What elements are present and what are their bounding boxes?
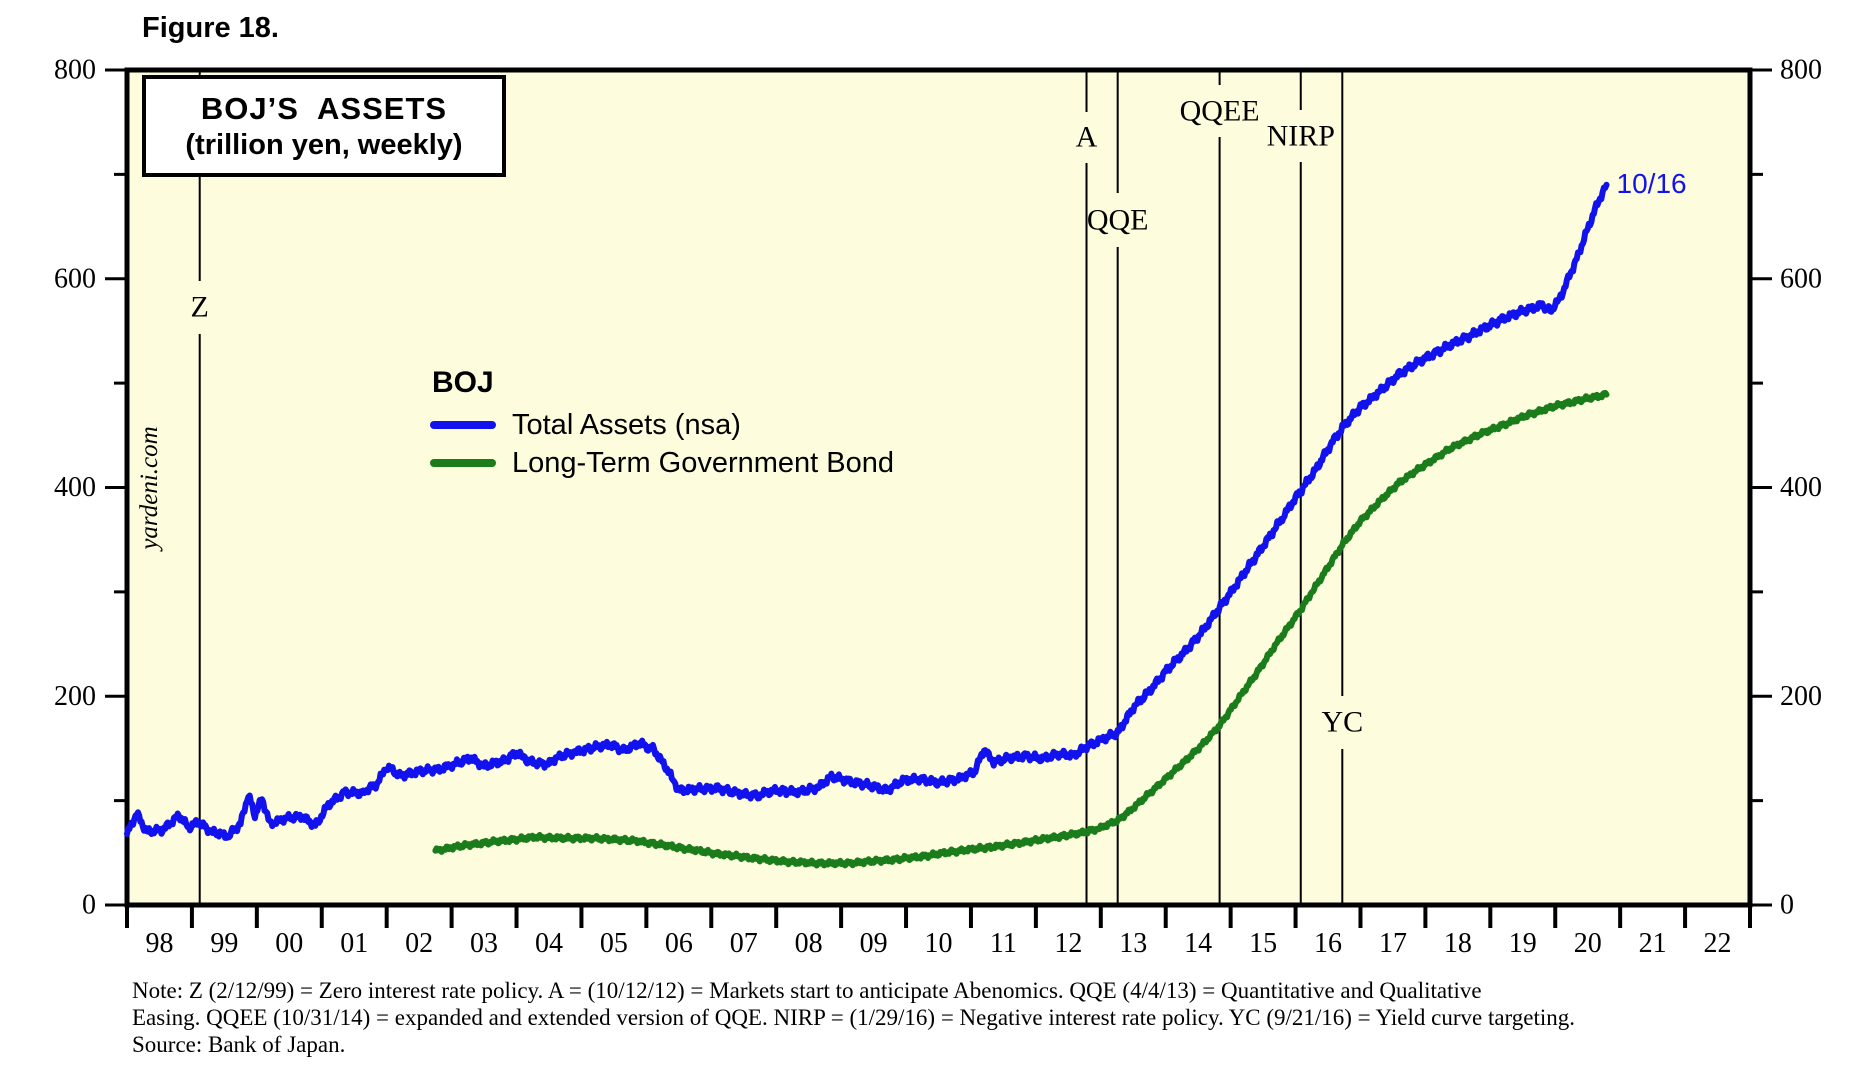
- y-axis-label-right: 600: [1780, 263, 1822, 294]
- x-axis-label: 06: [665, 928, 693, 959]
- legend-header: BOJ: [432, 366, 494, 399]
- event-label-qqe: QQE: [1087, 204, 1149, 237]
- chart-subtitle: (trillion yen, weekly): [185, 128, 463, 161]
- legend-label-total-assets: Total Assets (nsa): [512, 408, 741, 441]
- y-axis-label-left: 400: [54, 472, 96, 503]
- event-label-a: A: [1076, 121, 1098, 154]
- y-axis-label-right: 400: [1780, 472, 1822, 503]
- legend: BOJ Total Assets (nsa) Long-Term Governm…: [430, 366, 894, 482]
- x-axis-label: 00: [275, 928, 303, 959]
- y-axis-label-left: 200: [54, 681, 96, 712]
- y-axis-label-right: 200: [1780, 681, 1822, 712]
- x-axis-label: 05: [600, 928, 628, 959]
- x-axis-label: 12: [1054, 928, 1082, 959]
- y-axis-label-left: 600: [54, 263, 96, 294]
- x-axis-label: 98: [145, 928, 173, 959]
- x-axis-label: 07: [730, 928, 758, 959]
- x-axis-label: 19: [1509, 928, 1537, 959]
- y-axis-label-right: 800: [1780, 55, 1822, 86]
- x-axis-label: 18: [1444, 928, 1472, 959]
- x-axis-label: 17: [1379, 928, 1407, 959]
- x-axis-label: 02: [405, 928, 433, 959]
- note-line-1: Note: Z (2/12/99) = Zero interest rate p…: [132, 978, 1482, 1003]
- x-axis-label: 21: [1639, 928, 1667, 959]
- x-axis-label: 13: [1119, 928, 1147, 959]
- x-axis-label: 20: [1574, 928, 1602, 959]
- event-label-nirp: NIRP: [1267, 120, 1335, 153]
- legend-label-ltgb: Long-Term Government Bond: [512, 446, 895, 479]
- x-axis-label: 03: [470, 928, 498, 959]
- event-label-yc: YC: [1321, 706, 1363, 739]
- x-axis-label: 16: [1314, 928, 1342, 959]
- x-axis-label: 10: [925, 928, 953, 959]
- legend-swatch-total-assets: [430, 421, 496, 429]
- y-axis-label-right: 0: [1780, 890, 1794, 921]
- x-axis-label: 15: [1249, 928, 1277, 959]
- x-axis-label: 08: [795, 928, 823, 959]
- legend-swatch-ltgb: [430, 459, 496, 467]
- y-axis-label-left: 800: [54, 55, 96, 86]
- legend-item-total-assets: Total Assets (nsa): [430, 406, 894, 444]
- plot-area: [124, 67, 1753, 908]
- chart-title-box: BOJ’S ASSETS (trillion yen, weekly): [142, 75, 506, 177]
- legend-item-ltgb: Long-Term Government Bond: [430, 444, 894, 482]
- note-line-3: Source: Bank of Japan.: [132, 1032, 346, 1057]
- y-axis-label-left: 0: [82, 890, 96, 921]
- x-axis-label: 14: [1184, 928, 1212, 959]
- figure-label: Figure 18.: [142, 12, 279, 44]
- x-axis-label: 01: [340, 928, 368, 959]
- event-label-qqee: QQEE: [1180, 95, 1260, 128]
- x-axis-label: 04: [535, 928, 563, 959]
- event-label-z: Z: [191, 291, 209, 324]
- watermark-yardeni: yardeni.com: [136, 426, 163, 550]
- series-end-date-label: 10/16: [1616, 167, 1687, 199]
- note-line-2: Easing. QQEE (10/31/14) = expanded and e…: [132, 1005, 1576, 1030]
- chart-title: BOJ’S ASSETS: [200, 90, 448, 126]
- series-line-total-assets: [124, 181, 1610, 841]
- series-line-ltgb: [432, 389, 1610, 869]
- x-axis-label: 11: [990, 928, 1017, 959]
- x-axis-label: 22: [1704, 928, 1732, 959]
- x-axis-label: 09: [860, 928, 888, 959]
- chart-notes: Note: Z (2/12/99) = Zero interest rate p…: [132, 977, 1575, 1058]
- x-axis-label: 99: [210, 928, 238, 959]
